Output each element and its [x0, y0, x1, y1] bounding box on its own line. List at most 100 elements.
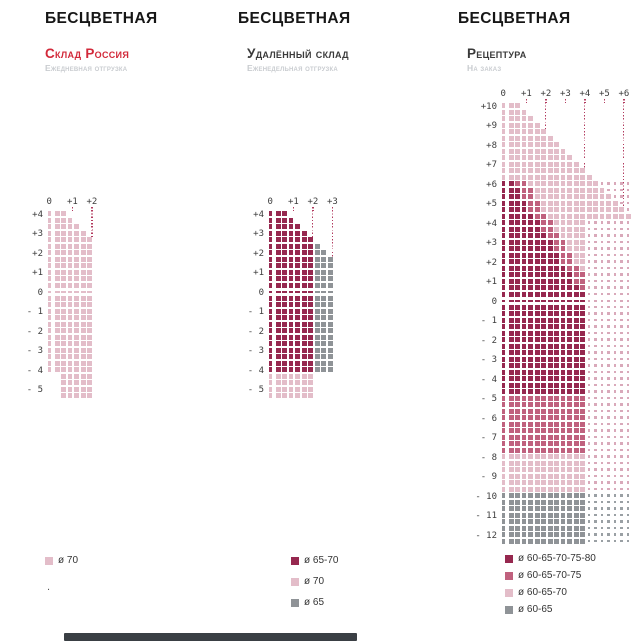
grid-cell: [560, 538, 566, 544]
grid-cell: [600, 500, 604, 504]
grid-cell: [594, 227, 597, 231]
y-axis-label: - 8: [480, 452, 497, 463]
grid-cell: [613, 351, 617, 354]
grid-cell: [587, 448, 591, 452]
grid-cell: [67, 263, 73, 268]
grid-cell: [321, 315, 326, 320]
grid-cell: [626, 312, 630, 315]
grid-cell: [613, 416, 617, 419]
grid-cell: [521, 441, 527, 446]
grid-cell: [626, 227, 630, 231]
grid-cell: [521, 389, 527, 394]
grid-cell: [508, 486, 514, 492]
unit-gridline-vertical: [526, 103, 528, 545]
grid-cell: [613, 182, 617, 185]
grid-cell: [48, 224, 51, 229]
grid-cell: [295, 321, 300, 327]
grid-cell: [508, 299, 514, 302]
grid-cell: [573, 395, 579, 401]
grid-cell: [594, 533, 597, 536]
grid-cell: [67, 354, 73, 359]
grid-cell: [554, 519, 559, 524]
chart-subtitle-daily-shipment: Ежедневная отгрузка: [45, 63, 128, 73]
grid-cell: [521, 337, 527, 342]
grid-cell: [626, 247, 630, 250]
grid-cell: [269, 269, 272, 275]
grid-cell: [508, 525, 514, 531]
grid-cell: [620, 507, 623, 510]
grid-cell: [502, 493, 505, 498]
grid-cell: [573, 285, 579, 290]
grid-cell: [521, 246, 527, 251]
grid-cell: [580, 415, 585, 420]
grid-cell: [521, 460, 527, 466]
chart-title-remote-warehouse: Удалённый склад: [247, 46, 349, 61]
grid-cell: [282, 386, 287, 392]
y-axis-label: +2: [32, 248, 43, 259]
grid-cell: [580, 402, 585, 407]
grid-cell: [502, 187, 505, 193]
grid-cell: [626, 533, 630, 536]
grid-cell: [580, 454, 585, 459]
grid-cell: [314, 243, 320, 249]
grid-cell: [560, 259, 566, 264]
grid-cell: [521, 233, 527, 238]
grid-cell: [547, 330, 553, 336]
grid-cell: [541, 434, 546, 440]
grid-cell: [541, 350, 546, 355]
grid-cell: [567, 155, 572, 160]
grid-cell: [587, 357, 591, 361]
grid-cell: [269, 302, 272, 307]
unit-gridline-vertical: [312, 211, 315, 400]
grid-cell: [620, 312, 623, 315]
grid-cell: [626, 273, 630, 276]
unit-gridline-horizontal: [269, 248, 333, 250]
grid-cell: [626, 338, 630, 341]
grid-cell: [613, 344, 617, 348]
grid-cell: [567, 168, 572, 173]
grid-cell: [54, 211, 60, 216]
grid-cell: [327, 360, 333, 366]
grid-cell: [567, 428, 572, 433]
grid-cell: [515, 299, 520, 302]
grid-cell: [521, 473, 527, 479]
grid-cell: [573, 512, 579, 518]
grid-cell: [607, 188, 610, 192]
grid-cell: [515, 356, 520, 362]
grid-cell: [613, 260, 617, 263]
grid-cell: [269, 354, 272, 359]
grid-cell: [54, 250, 60, 255]
grid-cell: [547, 350, 553, 355]
grid-cell: [607, 474, 610, 478]
grid-cell: [626, 500, 630, 504]
grid-cell: [560, 168, 566, 173]
grid-cell: [586, 213, 592, 219]
grid-cell: [508, 220, 514, 225]
grid-cell: [48, 341, 51, 346]
grid-cell: [567, 473, 572, 479]
grid-cell: [547, 343, 553, 349]
grid-cell: [587, 273, 591, 276]
grid-cell: [594, 377, 597, 380]
grid-cell: [626, 292, 630, 296]
grid-cell: [87, 373, 92, 379]
grid-cell: [547, 447, 553, 453]
grid-cell: [308, 243, 313, 249]
grid-cell: [515, 382, 520, 388]
grid-cell: [567, 493, 572, 498]
grid-cell: [508, 480, 514, 485]
grid-cell: [534, 350, 540, 355]
grid-cell: [573, 324, 579, 329]
grid-cell: [54, 256, 60, 262]
grid-cell: [534, 187, 540, 193]
grid-cell: [269, 290, 272, 293]
legend-swatch: [291, 557, 299, 565]
grid-cell: [327, 302, 333, 307]
grid-cell: [74, 367, 79, 372]
grid-cell: [607, 539, 610, 543]
grid-cell: [80, 263, 86, 268]
grid-cell: [502, 161, 505, 167]
grid-cell: [600, 312, 604, 315]
grid-cell: [295, 354, 300, 359]
grid-cell: [580, 207, 585, 212]
